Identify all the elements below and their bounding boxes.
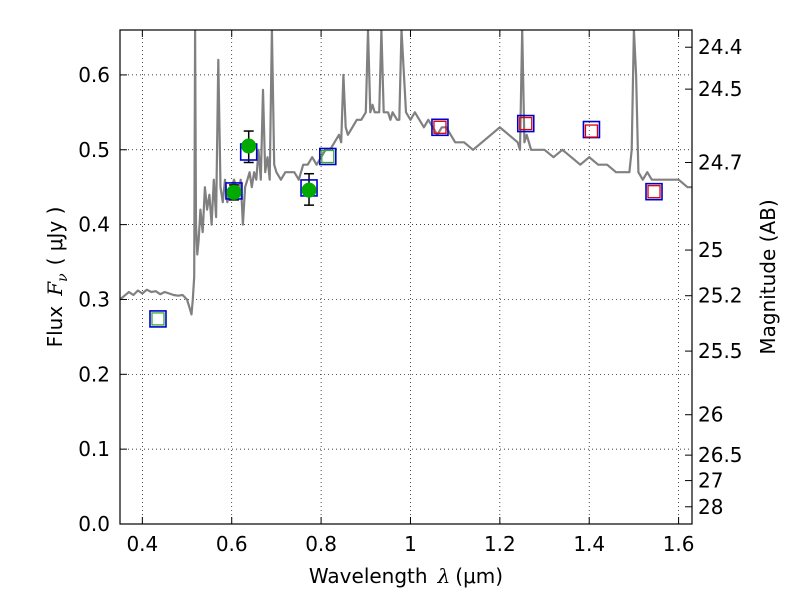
y2-tick-label: 27 xyxy=(698,469,723,493)
y2-tick-label: 28 xyxy=(698,495,723,519)
y-axis-title: Flux Fν ( μJy ) xyxy=(43,207,71,348)
synthetic-nir-box xyxy=(584,124,599,138)
x-axis-title-prefix: Wavelength xyxy=(309,564,428,588)
y-tick-label: 0.2 xyxy=(78,362,110,386)
x-tick-label: 1.4 xyxy=(573,532,605,556)
model-spectrum-line xyxy=(120,30,692,316)
y2-tick-label: 25 xyxy=(698,238,723,262)
y-tick-label: 0.6 xyxy=(78,63,110,87)
synthetic-optical-box xyxy=(151,312,165,326)
plot-frame xyxy=(119,29,693,525)
x-tick-label: 1.2 xyxy=(484,532,516,556)
y2-tick-label: 24.5 xyxy=(698,77,743,101)
y-axis-title-prefix: Flux xyxy=(43,306,67,348)
y-tick-label: 0.5 xyxy=(78,138,110,162)
x-tick-label: 0.6 xyxy=(216,532,248,556)
model-photometry-box xyxy=(149,310,167,328)
model-photometry-box xyxy=(516,114,535,133)
x-tick-label: 1 xyxy=(404,532,417,556)
model-photometry-box xyxy=(318,147,337,166)
y-tick-label: 0.0 xyxy=(78,512,110,536)
model-photometry-box xyxy=(645,182,663,201)
data-markers xyxy=(149,114,663,328)
x-axis-title-symbol: λ xyxy=(437,564,451,588)
y2-tick-label: 24.4 xyxy=(698,35,743,59)
model-photometry-box xyxy=(431,118,449,137)
x-axis-title-unit: (μm) xyxy=(455,564,503,588)
axis-ticks: 0.4 0.6 0.8 1 1.2 1.4 1.6 0.0 0.1 0.2 0.3 0.4 0.5 0.6… xyxy=(78,30,743,556)
x-tick-label: 1.6 xyxy=(663,532,695,556)
observed-point xyxy=(226,184,242,200)
observed-point xyxy=(301,182,317,198)
y-axis-title-symbol: F xyxy=(43,281,67,297)
observed-point xyxy=(241,138,257,154)
y-axis-title-unit: ( μJy ) xyxy=(43,207,67,266)
y2-tick-label: 25.5 xyxy=(698,339,743,363)
synthetic-nir-box xyxy=(433,120,447,134)
y-axis-title-subscript: ν xyxy=(55,273,71,282)
y2-tick-label: 25.2 xyxy=(698,284,743,308)
synthetic-optical-box xyxy=(321,149,335,164)
y-tick-label: 0.4 xyxy=(78,213,110,237)
model-spectrum xyxy=(120,30,692,316)
x-tick-label: 0.8 xyxy=(305,532,337,556)
synthetic-nir-box xyxy=(647,185,661,199)
synthetic-nir-box xyxy=(519,116,533,131)
y-tick-label: 0.3 xyxy=(78,287,110,311)
y2-tick-label: 26 xyxy=(698,403,723,427)
x-axis-title: Wavelength λ (μm) xyxy=(309,564,503,588)
x-tick-label: 0.4 xyxy=(126,532,158,556)
y2-axis-title: Magnitude (AB) xyxy=(756,199,780,354)
y-tick-label: 0.1 xyxy=(78,437,110,461)
y2-tick-label: 24.7 xyxy=(698,150,743,174)
y2-tick-label: 26.5 xyxy=(698,443,743,467)
